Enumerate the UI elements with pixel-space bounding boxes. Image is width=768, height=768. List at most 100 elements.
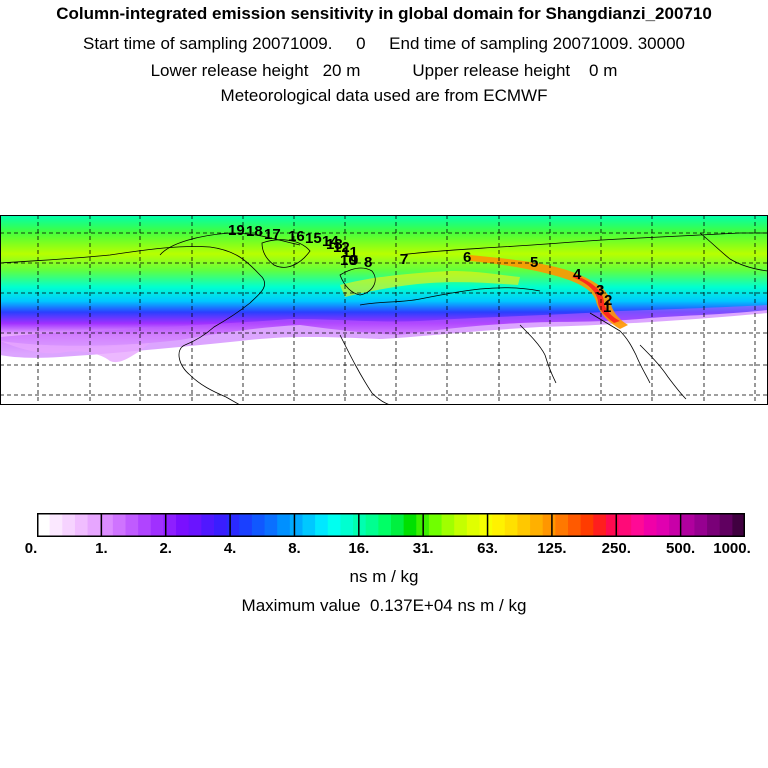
colorbar-cell [163,513,177,537]
colorbar-cell [466,513,480,537]
trajectory-label: 5 [530,254,538,271]
colorbar-cell [656,513,670,537]
colorbar-cell [277,513,291,537]
trajectory-label: 7 [400,251,408,268]
trajectory-label: 4 [573,266,582,283]
colorbar-cell [289,513,303,537]
colorbar-cell [605,513,620,537]
trajectory-label: 14 [322,233,339,250]
trajectory-label: 6 [463,249,471,266]
trajectory-label: 1 [603,299,611,316]
colorbar-cell [707,513,721,537]
colorbar-cell [302,513,316,537]
colorbar-cell [264,513,278,537]
trajectory-label: 17 [264,226,281,243]
sampling-time-line: Start time of sampling 20071009. 0 End t… [83,34,685,53]
colorbar-cell [49,513,63,537]
emission-sensitivity-map: 1 2 3 4 5 6 7 8 9 10 11 12 13 14 15 16 1… [0,215,768,405]
colorbar-tick-label: 1. [95,540,108,557]
colorbar-cell [719,513,733,537]
sensitivity-violet-spots [0,341,150,363]
colorbar-cell [176,513,190,537]
colorbar-cell [618,513,632,537]
colorbar-cell [37,513,51,537]
colorbar-tick-label: 0. [24,540,38,557]
colorbar-tick-label: 16. [348,540,370,557]
colorbar-cell [188,513,202,537]
colorbar-dividers [100,513,682,537]
colorbar-cell [378,513,392,537]
colorbar-cell [492,513,506,537]
trajectory-label: 19 [228,222,245,239]
colorbar [37,513,745,537]
trajectory-label: 11 [342,244,358,261]
plume-yellow [340,271,520,297]
colorbar-cell [100,513,114,537]
colorbar-cell [555,513,569,537]
colorbar-cell [681,513,695,537]
graticule [0,215,768,405]
colorbar-cell [568,513,582,537]
trajectory-label: 10 [340,252,357,269]
maximum-value: Maximum value 0.137E+04 ns m / kg [241,596,527,615]
colorbar-cell [479,513,493,537]
plume-core [572,275,620,323]
colorbar-cell [150,513,164,537]
colorbar-cell [315,513,329,537]
colorbar-cell [340,513,354,537]
colorbar-tick-label: 125. [537,540,567,557]
colorbar-cell [542,513,556,537]
colorbar-cell [732,513,745,537]
colorbar-cell [428,513,443,537]
colorbar-tick-label: 31. [412,540,434,557]
trajectory-label: 13 [326,236,343,253]
colorbar-frame [37,513,745,537]
trajectory-label: 2 [604,292,612,309]
map-title: Column-integrated emission sensitivity i… [56,4,712,23]
colorbar-tick-label: 500. [666,540,696,557]
colorbar-cell [138,513,152,537]
colorbar-tick-label: 4. [223,540,237,557]
colorbar-cell [403,513,417,537]
colorbar-cell [327,513,341,537]
meteorological-data-line: Meteorological data used are from ECMWF [220,86,548,105]
trajectory-label: 12 [333,239,350,256]
colorbar-cell [74,513,89,537]
colorbar-tick-label: 63. [477,540,498,557]
trajectory-label: 8 [364,254,372,271]
colorbar-cell [62,513,76,537]
colorbar-cell [517,513,531,537]
colorbar-cell [112,513,126,537]
release-height-line: Lower release height 20 m Upper release … [150,61,618,80]
colorbar-cell [441,513,455,537]
colorbar-tick-label: 8. [288,540,301,557]
colorbar-tick-label: 250. [601,540,631,557]
colorbar-cell [391,513,405,537]
colorbar-tick-label: 1000. [713,540,751,557]
trajectory-label: 15 [305,230,322,247]
colorbar-cell [580,513,594,537]
colorbar-cell [643,513,657,537]
colorbar-cells [37,513,745,537]
trajectory-label: 3 [596,282,604,299]
colorbar-cell [125,513,139,537]
colorbar-cell [239,513,253,537]
colorbar-cell [251,513,266,537]
colorbar-tick-label: 2. [159,540,172,557]
colorbar-cell [87,513,101,537]
colorbar-cell [226,513,240,537]
colorbar-cell [593,513,607,537]
colorbar-cell [694,513,708,537]
colorbar-cell [631,513,645,537]
colorbar-units: ns m / kg [349,567,419,586]
colorbar-cell [214,513,228,537]
trajectory-label: 18 [246,223,263,240]
trajectory-label: 9 [350,252,358,269]
colorbar-cell [353,513,367,537]
colorbar-cell [669,513,683,537]
trajectory-label: 16 [288,228,305,245]
colorbar-cell [201,513,215,537]
colorbar-cell [530,513,544,537]
colorbar-cell [454,513,468,537]
colorbar-cell [504,513,518,537]
